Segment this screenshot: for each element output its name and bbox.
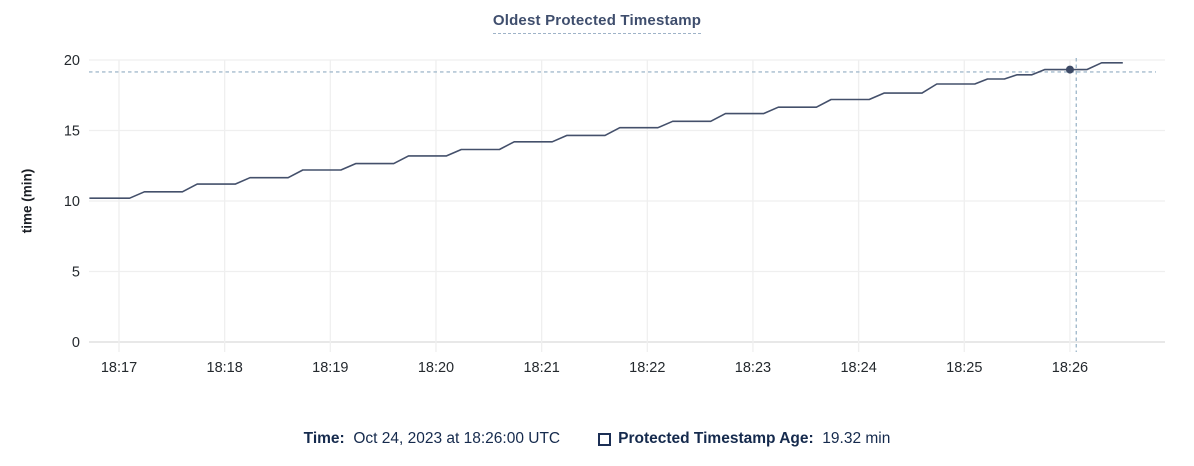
series-legend-label: Protected Timestamp Age: bbox=[618, 430, 814, 447]
x-tick-label: 18:18 bbox=[207, 360, 243, 376]
x-tick-label: 18:17 bbox=[101, 360, 137, 376]
hovered-data-point[interactable] bbox=[1065, 65, 1074, 74]
y-tick-label: 10 bbox=[64, 194, 80, 210]
series-legend-checkbox[interactable] bbox=[598, 432, 612, 446]
hover-time-value: Oct 24, 2023 at 18:26:00 UTC bbox=[353, 430, 561, 447]
y-tick-label: 0 bbox=[72, 335, 80, 351]
x-tick-label: 18:21 bbox=[523, 360, 559, 376]
series-legend-value: 19.32 min bbox=[822, 430, 891, 447]
chart-title-row: Oldest Protected Timestamp bbox=[0, 12, 1194, 34]
x-tick-label: 18:26 bbox=[1052, 360, 1088, 376]
x-tick-label: 18:24 bbox=[840, 360, 876, 376]
x-tick-label: 18:19 bbox=[312, 360, 348, 376]
hover-time-label: Time: bbox=[303, 430, 345, 447]
y-tick-label: 15 bbox=[64, 124, 80, 140]
x-tick-label: 18:23 bbox=[735, 360, 771, 376]
x-tick-label: 18:22 bbox=[629, 360, 665, 376]
x-tick-label: 18:25 bbox=[946, 360, 982, 376]
y-tick-label: 20 bbox=[64, 53, 80, 69]
chart-tooltip-legend: Time: Oct 24, 2023 at 18:26:00 UTC Prote… bbox=[0, 430, 1194, 448]
x-tick-label: 18:20 bbox=[418, 360, 454, 376]
chart-plot-area[interactable]: 0 5 10 15 20 18:17 18:18 18:19 18:20 18:21 18:22 18… bbox=[0, 0, 1194, 405]
spacer bbox=[814, 430, 823, 448]
hover-time-group: Time: Oct 24, 2023 at 18:26:00 UTC bbox=[304, 430, 560, 448]
spacer bbox=[345, 430, 354, 448]
series-line-protected-timestamp-age bbox=[89, 61, 1123, 199]
series-legend-group: Protected Timestamp Age: 19.32 min bbox=[598, 430, 890, 448]
chart-title[interactable]: Oldest Protected Timestamp bbox=[492, 12, 702, 34]
y-tick-label: 5 bbox=[72, 265, 80, 281]
